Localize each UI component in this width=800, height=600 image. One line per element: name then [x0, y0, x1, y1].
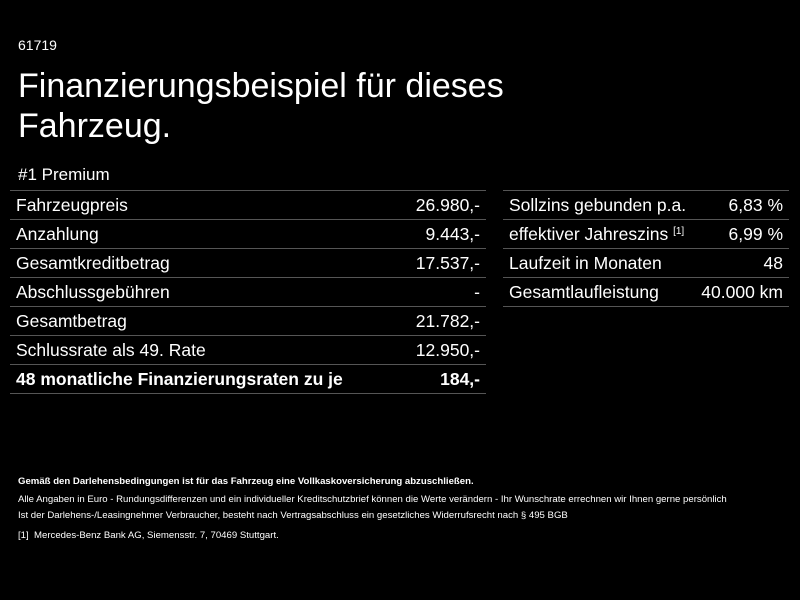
row-value: 6,99 % [694, 219, 789, 249]
footnotes: Gemäß den Darlehensbedingungen ist für d… [18, 474, 788, 544]
table-row: Gesamtkreditbetrag 17.537,- [10, 248, 486, 278]
row-label: Abschlussgebühren [10, 277, 399, 307]
row-value: 184,- [398, 364, 486, 394]
row-value: 40.000 km [694, 277, 789, 307]
row-label: Fahrzeugpreis [10, 190, 399, 220]
row-label-cell: Gesamtlaufleistung [503, 277, 695, 307]
title: Finanzierungsbeispiel für dieses Fahrzeu… [18, 67, 504, 145]
row-label: Gesamtlaufleistung [509, 281, 659, 302]
row-value: 48 [694, 248, 789, 278]
table-row: Fahrzeugpreis 26.980,- [10, 190, 486, 220]
footnote-bold: Gemäß den Darlehensbedingungen ist für d… [18, 476, 474, 487]
table-row: Laufzeit in Monaten 48 [503, 248, 789, 278]
footnote-ref: [1] Mercedes-Benz Bank AG, Siemensstr. 7… [18, 528, 788, 544]
row-value: 6,83 % [694, 190, 789, 220]
row-label: Sollzins gebunden p.a. [509, 194, 687, 215]
row-value: 9.443,- [398, 219, 486, 249]
table-row: Gesamtlaufleistung 40.000 km [503, 277, 789, 307]
right-table: Sollzins gebunden p.a. 6,83 % effektiver J… [503, 190, 789, 307]
table-row: effektiver Jahreszins [1] 6,99 % [503, 219, 789, 249]
table-row: Schlussrate als 49. Rate 12.950,- [10, 335, 486, 365]
row-value: - [398, 277, 486, 307]
row-label: Gesamtbetrag [10, 306, 399, 336]
table-row: Abschlussgebühren - [10, 277, 486, 307]
row-value: 12.950,- [398, 335, 486, 365]
table-row: 48 monatliche Finanzierungsraten zu je 18… [10, 364, 486, 394]
row-label: Gesamtkreditbetrag [10, 248, 399, 278]
table-row: Gesamtbetrag 21.782,- [10, 306, 486, 336]
row-label-cell: effektiver Jahreszins [1] [503, 219, 695, 249]
row-label-cell: Sollzins gebunden p.a. [503, 190, 695, 220]
row-label: Laufzeit in Monaten [509, 252, 662, 273]
code: 61719 [18, 37, 57, 53]
row-label: Anzahlung [10, 219, 399, 249]
table-row: Sollzins gebunden p.a. 6,83 % [503, 190, 789, 220]
row-label-cell: Laufzeit in Monaten [503, 248, 695, 278]
row-label: effektiver Jahreszins [509, 223, 669, 244]
footnote: Alle Angaben in Euro - Rundungsdifferenz… [18, 494, 727, 505]
row-label: Schlussrate als 49. Rate [10, 335, 399, 365]
footnote-ref: [1] [673, 225, 685, 237]
row-label: 48 monatliche Finanzierungsraten zu je [10, 364, 399, 394]
subtitle: #1 Premium [18, 165, 110, 184]
left-table: Fahrzeugpreis 26.980,- Anzahlung 9.443,- Ges… [10, 190, 486, 394]
ref-marker: [1] [18, 530, 29, 541]
footnote: Ist der Darlehens-/Leasingnehmer Verbrau… [18, 510, 568, 521]
row-value: 21.782,- [398, 306, 486, 336]
row-value: 26.980,- [398, 190, 486, 220]
ref-text: Mercedes-Benz Bank AG, Siemensstr. 7, 70… [34, 530, 279, 541]
row-value: 17.537,- [398, 248, 486, 278]
table-row: Anzahlung 9.443,- [10, 219, 486, 249]
